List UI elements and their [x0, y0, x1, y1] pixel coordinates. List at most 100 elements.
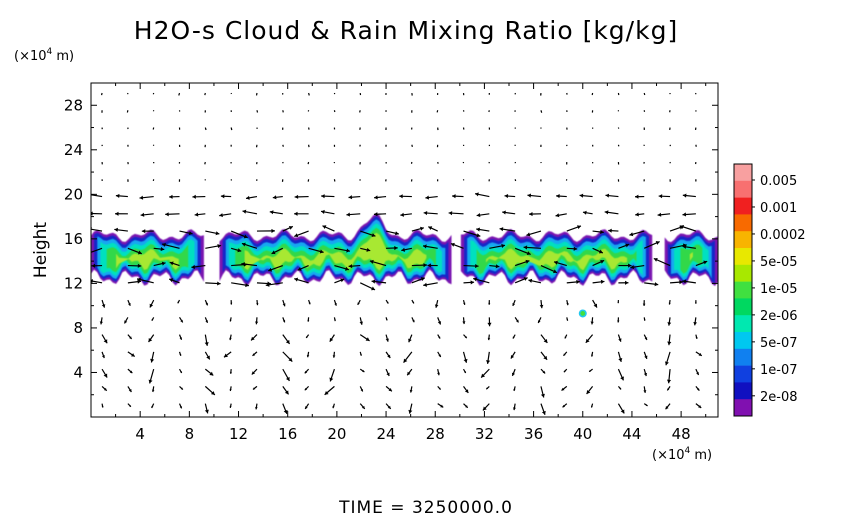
wind-vector — [385, 230, 399, 236]
wind-vector — [385, 317, 388, 321]
y-unit-label: (×104 m) — [14, 47, 74, 64]
x-tick-label: 48 — [672, 425, 691, 443]
wind-vector — [617, 385, 622, 390]
wind-vector — [127, 334, 133, 340]
wind-vector — [360, 230, 376, 238]
wind-vector — [126, 110, 129, 113]
wind-vector — [399, 194, 412, 199]
wind-vector — [373, 212, 387, 217]
wind-vector — [101, 385, 108, 392]
y-tick-label: 16 — [64, 230, 83, 248]
wind-vector — [682, 244, 696, 249]
wind-vector — [194, 212, 206, 217]
wind-vector — [617, 368, 625, 381]
wind-vector — [297, 265, 309, 271]
wind-vector — [359, 317, 363, 325]
wind-vector — [230, 247, 242, 253]
cloud-contour — [680, 244, 703, 274]
wind-vector — [585, 334, 594, 344]
x-tick-label: 44 — [622, 425, 641, 443]
wind-vector — [670, 280, 683, 285]
wind-vector — [482, 403, 490, 411]
wind-vector — [643, 368, 648, 377]
wind-vector — [489, 264, 500, 269]
wind-vector — [592, 279, 605, 284]
wind-vector — [359, 351, 362, 356]
wind-vector — [561, 385, 568, 392]
wind-vector — [511, 368, 516, 377]
wind-vector — [463, 263, 479, 269]
wind-vector — [255, 403, 258, 410]
wind-vector — [308, 92, 310, 96]
y-tick-label: 24 — [64, 141, 83, 159]
wind-vector — [127, 368, 133, 374]
wind-vector — [191, 264, 206, 269]
wind-vector — [151, 403, 155, 409]
wind-vector — [322, 225, 335, 232]
wind-vector — [254, 317, 259, 325]
wind-vector — [229, 403, 232, 408]
wind-vector — [408, 334, 413, 343]
wind-vector — [452, 194, 464, 199]
wind-vector — [204, 368, 214, 376]
wind-vector — [385, 299, 389, 304]
wind-vector — [385, 403, 392, 410]
wind-vector — [205, 281, 221, 286]
wind-vector — [514, 247, 531, 256]
wind-vector — [487, 317, 492, 327]
wind-vector — [256, 300, 259, 306]
wind-vector — [566, 225, 582, 232]
wind-vector — [643, 317, 646, 321]
wind-vector — [643, 241, 660, 249]
colorbar-swatch — [734, 197, 752, 215]
wind-vector — [329, 368, 335, 382]
wind-vector — [114, 227, 128, 232]
wind-vector — [304, 403, 310, 410]
wind-vector — [204, 334, 209, 346]
wind-vector — [630, 264, 645, 270]
wind-vector — [359, 282, 376, 291]
wind-vector — [540, 110, 543, 113]
colorbar-swatch — [734, 180, 752, 198]
x-tick-label: 40 — [573, 425, 592, 443]
wind-vector — [306, 351, 310, 358]
wind-vector — [204, 92, 206, 96]
wind-vector — [591, 179, 594, 182]
wind-vector — [127, 403, 132, 408]
y-tick-label: 28 — [64, 96, 83, 114]
wind-vector — [486, 351, 491, 364]
y-tick-label: 20 — [64, 185, 83, 203]
colorbar-swatch — [734, 214, 752, 232]
y-tick-label: 8 — [73, 319, 83, 337]
wind-vector — [178, 403, 183, 409]
wind-vector — [695, 351, 703, 357]
x-tick-label: 28 — [426, 425, 445, 443]
wind-vector — [473, 277, 490, 284]
y-tick-label: 12 — [64, 274, 83, 292]
wind-vector — [204, 299, 209, 306]
wind-vector — [204, 161, 206, 165]
wind-vector — [411, 299, 415, 304]
wind-vector — [192, 194, 206, 199]
wind-vector — [230, 300, 233, 305]
wind-vector — [642, 300, 646, 306]
colorbar-label: 5e-05 — [760, 255, 798, 270]
colorbar-swatch — [734, 365, 752, 383]
wind-vector — [566, 317, 569, 321]
wind-vector — [499, 227, 516, 232]
wind-vector — [476, 213, 490, 218]
wind-vector — [682, 212, 696, 217]
wind-vector — [411, 92, 413, 96]
wind-vector — [152, 127, 155, 130]
x-unit-label: (×104 m) — [652, 446, 712, 463]
wind-vector — [539, 300, 544, 309]
wind-vector — [408, 403, 413, 414]
wind-vector — [437, 351, 442, 358]
wind-vector — [695, 300, 697, 304]
wind-vector — [242, 209, 258, 215]
wind-vector — [514, 259, 530, 267]
wind-vector — [540, 403, 546, 416]
wind-vector — [334, 265, 350, 271]
wind-vector — [324, 385, 335, 396]
